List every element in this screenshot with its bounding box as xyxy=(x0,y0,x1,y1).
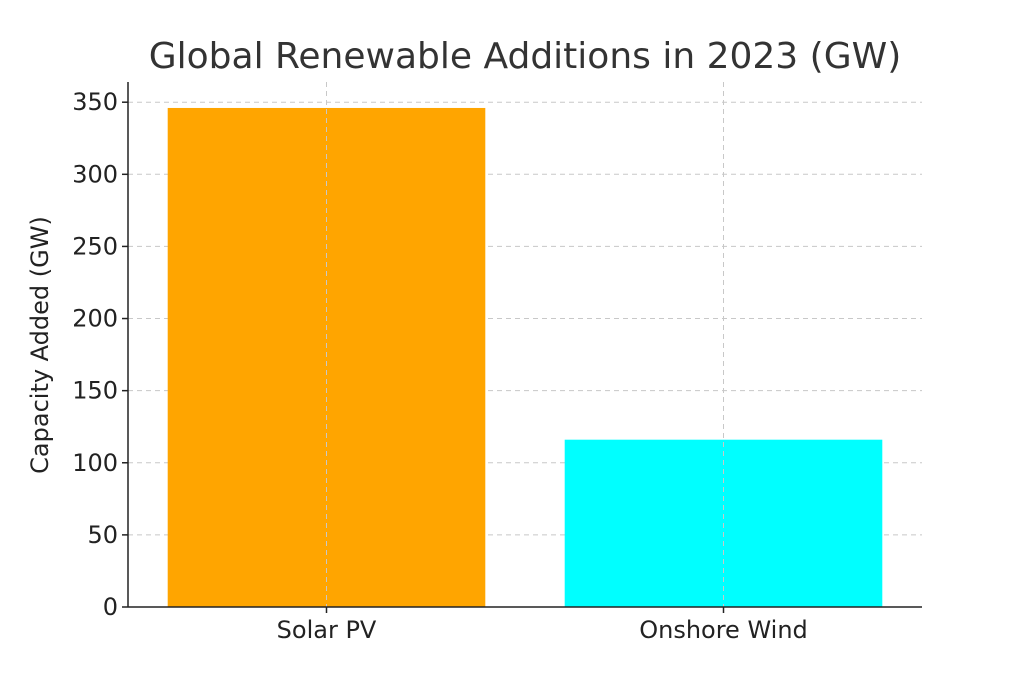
x-tick-label: Onshore Wind xyxy=(639,616,808,644)
y-tick-label: 250 xyxy=(72,232,118,260)
y-tick-label: 200 xyxy=(72,305,118,333)
y-axis-label: Capacity Added (GW) xyxy=(26,216,54,474)
y-tick-label: 350 xyxy=(72,88,118,116)
chart-title: Global Renewable Additions in 2023 (GW) xyxy=(149,36,902,77)
x-tick-label: Solar PV xyxy=(277,616,377,644)
y-tick-label: 300 xyxy=(72,160,118,188)
y-tick-label: 0 xyxy=(103,593,118,621)
vertical-grid-lines xyxy=(326,82,724,607)
y-tick-label: 50 xyxy=(87,521,118,549)
tick-labels: 0 50 100 150 200 250 300 350 Solar PV Onshore Win… xyxy=(72,88,808,644)
axes xyxy=(127,82,922,608)
y-tick-label: 100 xyxy=(72,449,118,477)
y-tick-label: 150 xyxy=(72,377,118,405)
bars xyxy=(167,107,883,607)
